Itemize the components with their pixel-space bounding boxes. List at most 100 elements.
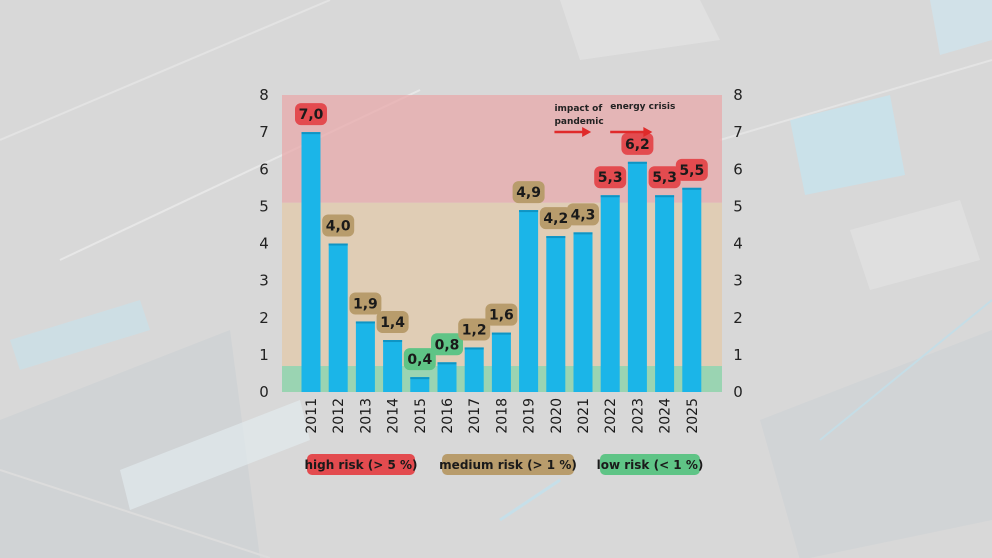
value-label-badge — [648, 166, 681, 189]
bar-2023 — [627, 161, 647, 392]
legend-item-low — [600, 454, 700, 475]
bar-2017 — [464, 347, 484, 392]
bar-2019 — [519, 210, 539, 392]
bar-cap-2011 — [301, 132, 321, 135]
y-tick-label-right: 0 — [733, 383, 743, 401]
bar-cap-2018 — [491, 332, 511, 335]
bar-cap-2022 — [600, 195, 620, 198]
y-tick-label-right: 1 — [733, 346, 743, 364]
y-tick-label-left: 6 — [259, 160, 269, 178]
value-label: 1,4 — [380, 315, 405, 331]
x-tick-label: 2011 — [304, 398, 320, 434]
y-tick-label-left: 3 — [259, 272, 269, 290]
bar-2020 — [546, 236, 566, 392]
value-label: 4,9 — [516, 185, 541, 201]
bar-cap-2015 — [410, 377, 430, 380]
bar-cap-2012 — [328, 243, 348, 246]
bar-2016 — [437, 362, 457, 392]
y-tick-label-left: 8 — [259, 86, 269, 104]
bar-2013 — [355, 321, 375, 392]
x-tick-label: 2023 — [630, 398, 646, 434]
value-label-badge — [431, 333, 463, 356]
y-tick-label-left: 2 — [259, 309, 269, 327]
value-label-badge — [675, 158, 708, 181]
x-tick-label: 2025 — [685, 398, 701, 434]
bar-2018 — [491, 332, 511, 392]
x-tick-label: 2019 — [522, 398, 538, 434]
value-label: 4,2 — [543, 211, 568, 227]
legend-label-medium: medium risk (> 1 %) — [439, 458, 577, 472]
annotation-label: energy crisis — [610, 102, 675, 112]
value-label-badge — [621, 132, 654, 155]
bar-2024 — [655, 195, 675, 392]
y-tick-label-left: 1 — [259, 346, 269, 364]
legend-label-high: high risk (> 5 %) — [304, 458, 417, 472]
value-label: 1,9 — [353, 296, 378, 312]
value-label: 5,3 — [598, 170, 623, 186]
value-label: 4,3 — [571, 207, 596, 223]
value-label-badge — [485, 303, 518, 326]
value-label: 4,0 — [326, 219, 351, 235]
x-tick-label: 2021 — [576, 398, 592, 434]
y-tick-label-right: 6 — [733, 160, 743, 178]
bar-2012 — [328, 243, 348, 392]
bar-cap-2024 — [655, 195, 675, 198]
value-label: 5,3 — [652, 170, 677, 186]
value-label-badge — [376, 311, 409, 334]
annotation-arrow-head — [582, 127, 592, 137]
value-label-badge — [567, 203, 599, 226]
bar-2025 — [682, 187, 702, 392]
value-label-badge — [349, 292, 382, 315]
bar-cap-2021 — [573, 232, 593, 235]
value-label-badge — [295, 103, 327, 126]
bar-cap-2017 — [464, 347, 484, 350]
bar-2014 — [383, 340, 403, 392]
y-tick-label-right: 3 — [733, 272, 743, 290]
value-label: 7,0 — [299, 107, 324, 123]
annotation-arrow-head — [643, 127, 653, 137]
bar-2022 — [600, 195, 620, 392]
bar-2021 — [573, 232, 593, 392]
x-tick-label: 2016 — [440, 398, 456, 434]
value-label-badge — [539, 207, 572, 230]
y-tick-label-right: 8 — [733, 86, 743, 104]
y-tick-label-left: 7 — [259, 123, 269, 141]
y-tick-label-right: 7 — [733, 123, 743, 141]
x-tick-label: 2020 — [549, 398, 565, 434]
value-label-badge — [512, 181, 545, 204]
value-label: 0,4 — [407, 352, 432, 368]
x-tick-label: 2017 — [467, 398, 483, 434]
x-tick-label: 2014 — [386, 398, 402, 434]
value-label-badge — [594, 166, 627, 189]
bar-cap-2020 — [546, 236, 566, 239]
bar-cap-2019 — [519, 210, 539, 213]
bar-cap-2014 — [383, 340, 403, 343]
value-label-badge — [403, 348, 436, 371]
y-tick-label-left: 5 — [259, 197, 269, 215]
bar-2011 — [301, 132, 321, 392]
value-label: 0,8 — [435, 337, 460, 353]
value-label: 5,5 — [679, 163, 704, 179]
annotation-label: pandemic — [554, 117, 603, 127]
value-label: 6,2 — [625, 137, 650, 153]
value-label: 1,6 — [489, 308, 514, 324]
value-label-badge — [322, 214, 355, 237]
y-tick-label-left: 0 — [259, 383, 269, 401]
y-tick-label-right: 5 — [733, 197, 743, 215]
legend-item-medium — [442, 454, 574, 475]
x-tick-label: 2018 — [494, 398, 510, 434]
y-tick-label-right: 4 — [733, 235, 743, 253]
bar-cap-2025 — [682, 187, 702, 190]
y-tick-label-left: 4 — [259, 235, 269, 253]
legend-label-low: low risk (< 1 %) — [597, 458, 704, 472]
value-label: 1,2 — [462, 322, 487, 338]
legend-item-high — [307, 454, 415, 475]
bar-cap-2023 — [627, 161, 647, 164]
x-tick-label: 2015 — [413, 398, 429, 434]
value-label-badge — [458, 318, 491, 341]
x-tick-label: 2022 — [603, 398, 619, 434]
x-tick-label: 2012 — [331, 398, 347, 434]
bar-cap-2016 — [437, 362, 457, 365]
